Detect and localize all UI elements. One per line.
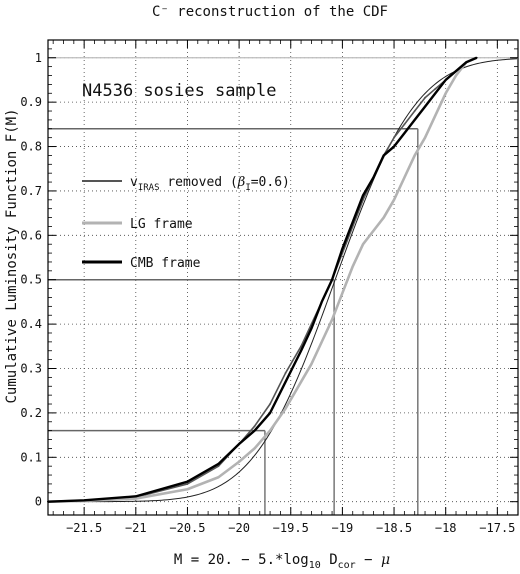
series-2-point-23 [444, 79, 447, 81]
series-2-point-21 [424, 105, 426, 108]
series-2-point-10 [310, 327, 313, 330]
grid [48, 40, 518, 515]
series-2-point-12 [331, 278, 333, 281]
sample-annotation: N4536 sosies sample [82, 81, 276, 101]
y-axis-label: Cumulative Luminosity Function F(M) [4, 108, 20, 403]
series-2-point-17 [382, 154, 385, 157]
x-tick-label-6: −18.5 [376, 521, 412, 535]
series-2-point-4 [217, 463, 220, 465]
series-2-point-22 [434, 92, 437, 95]
y-tick-label-3: 0.3 [20, 362, 42, 376]
series-2-point-25 [465, 61, 468, 64]
series-2-point-20 [413, 119, 416, 121]
series-1-point-20 [413, 154, 416, 157]
series-1-point-19 [403, 176, 406, 179]
series-2-point-16 [372, 176, 375, 179]
series-0-point-7 [269, 403, 271, 405]
y-tick-label-8: 0.8 [20, 140, 42, 154]
y-tick-label-1: 0.1 [20, 450, 42, 464]
series-1-point-21 [424, 136, 426, 139]
series-1-point-10 [310, 363, 313, 365]
series-1-point-9 [300, 380, 302, 383]
fit-curve [48, 58, 517, 503]
plot-frame [47, 39, 519, 516]
y-tick-label-2: 0.2 [20, 406, 42, 420]
series-0-point-18 [393, 136, 395, 139]
axis-ticks [48, 40, 518, 515]
series-0-point-22 [434, 87, 437, 90]
x-tick-label-3: −20 [228, 521, 250, 535]
series-1-point-12 [331, 318, 333, 321]
reference-lines [48, 57, 518, 515]
series-group [47, 56, 517, 503]
y-tick-label-5: 0.5 [20, 273, 42, 287]
x-tick-label-1: −21 [125, 521, 147, 535]
y-tick-label-0: 0 [35, 495, 42, 509]
series-1-point-3 [186, 488, 189, 491]
x-tick-label-7: −18 [435, 521, 457, 535]
x-tick-label-5: −19 [332, 521, 354, 535]
series-0-point-9 [300, 345, 302, 348]
series-2-point-18 [393, 145, 395, 148]
series-1-point-7 [269, 429, 271, 432]
series-1-point-14 [351, 265, 354, 268]
y-tick-label-9: 0.9 [20, 95, 42, 109]
series-2-point-13 [341, 247, 344, 250]
series-1-point-2 [134, 497, 137, 500]
series-0-point-21 [424, 96, 426, 99]
series-0-point-4 [217, 465, 220, 468]
y-tick-label-6: 0.6 [20, 228, 42, 242]
series-2-point-19 [403, 132, 406, 135]
series-2-point-2 [134, 495, 137, 498]
series-1-point-15 [362, 243, 364, 246]
y-tick-labels: 0 0.1 0.2 0.3 0.4 0.5 0.6 0.7 0.8 0.9 1 [20, 51, 42, 509]
title-group: C⁻ reconstruction of the CDF [152, 4, 388, 20]
series-1-point-11 [320, 340, 323, 343]
series-0-point-6 [253, 425, 256, 428]
y-tick-label-10: 1 [35, 51, 42, 65]
series-1-point-18 [393, 198, 395, 201]
x-tick-labels: −21.5 −21 −20.5 −20 −19.5 −19 −18.5 −18 −17.5 [66, 521, 515, 535]
series-1-point-22 [434, 114, 437, 117]
chart-title: C⁻ reconstruction of the CDF [152, 4, 388, 20]
series-1-point-23 [444, 92, 447, 95]
series-2-point-26 [475, 56, 478, 59]
y-tick-label-7: 0.7 [20, 184, 42, 198]
x-axis-label: M = 20. − 5.*log10 Dcor − μ [174, 552, 390, 571]
series-1-point-4 [217, 476, 220, 479]
legend-label-viras: vIRAS removed (βI=0.6) [130, 175, 290, 193]
series-1-point-8 [284, 407, 287, 410]
legend-label-lg: LG frame [130, 217, 193, 232]
series-2-point-15 [362, 194, 364, 197]
x-tick-label-2: −20.5 [169, 521, 205, 535]
series-1-point-6 [253, 447, 256, 450]
legend-label-cmb: CMB frame [130, 256, 201, 271]
series-1-point-13 [341, 292, 344, 294]
x-tick-label-8: −17.5 [479, 521, 515, 535]
series-2-point-1 [83, 499, 86, 502]
series-1-point-17 [382, 216, 385, 219]
series-0-point-3 [186, 483, 189, 485]
series-0-point-19 [403, 123, 406, 126]
series-2-point-3 [186, 480, 189, 483]
y-tick-label-4: 0.4 [20, 317, 42, 331]
series-2-point-11 [320, 301, 323, 303]
series-0-point-8 [284, 372, 287, 374]
legend: vIRAS removed (βI=0.6) LG frame CMB fram… [82, 175, 290, 271]
series-2-point-24 [455, 70, 457, 72]
series-2-point-14 [351, 221, 354, 223]
series-2-point-8 [284, 380, 287, 383]
series-2-point-6 [253, 429, 256, 432]
series-0-point-20 [413, 110, 416, 112]
series-2-point-7 [269, 411, 271, 414]
series-2-point-5 [238, 443, 240, 445]
x-tick-label-4: −19.5 [273, 521, 309, 535]
series-2-point-9 [300, 349, 302, 352]
series-1-point-24 [455, 74, 457, 77]
series-1-point-5 [238, 460, 240, 463]
x-tick-label-0: −21.5 [66, 521, 102, 535]
series-1-point-16 [372, 229, 375, 232]
